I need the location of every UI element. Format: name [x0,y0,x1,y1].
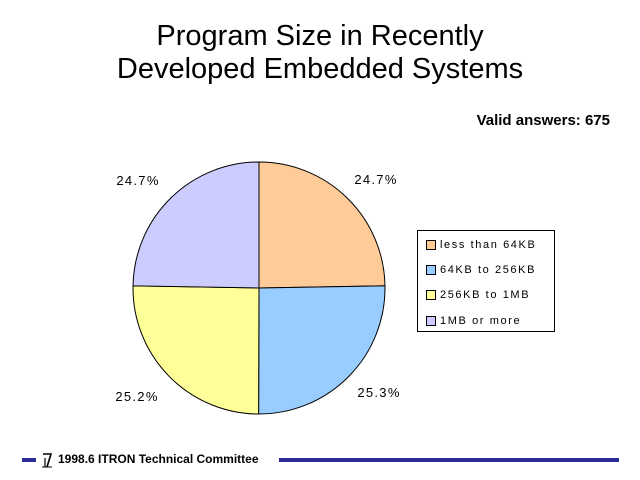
pie-slices [132,161,386,415]
pie-slice-label: 25.3% [357,385,400,400]
chart-title: Program Size in Recently Developed Embed… [0,20,640,86]
legend-swatch [426,240,436,250]
footer: 1998.6 ITRON Technical Committee [0,450,640,472]
legend-swatch [426,290,436,300]
pie-percent-labels: 24.7% 25.3% 25.2% 24.7% [115,172,400,404]
pie-slice [132,285,260,415]
footer-accent-bar-right [279,458,619,462]
legend-label: 1MB or more [440,315,522,327]
itron-logo-icon [42,453,53,468]
pie-slice [258,161,386,289]
legend-label: less than 64KB [440,239,537,251]
legend-swatch [426,316,436,326]
legend-swatch [426,265,436,275]
pie-slice [258,285,386,415]
legend-label: 256KB to 1MB [440,289,531,301]
legend-item: 1MB or more [426,313,521,329]
legend-item: 256KB to 1MB [426,287,530,303]
legend-label: 64KB to 256KB [440,264,537,276]
valid-answers-note: Valid answers: 675 [476,112,610,129]
chart-legend: less than 64KB 64KB to 256KB 256KB to 1M… [417,230,555,332]
chart-title-line-1: Program Size in Recently [156,20,484,52]
legend-item: 64KB to 256KB [426,262,536,278]
pie-slice-label: 24.7% [354,172,397,187]
pie-slice-label: 24.7% [116,173,159,188]
pie-slice-label: 25.2% [115,389,158,404]
pie-slice [132,161,260,289]
footer-text: 1998.6 ITRON Technical Committee [58,452,259,466]
legend-item: less than 64KB [426,237,536,253]
footer-accent-bar-left [22,458,36,462]
chart-title-line-2: Developed Embedded Systems [116,53,524,85]
